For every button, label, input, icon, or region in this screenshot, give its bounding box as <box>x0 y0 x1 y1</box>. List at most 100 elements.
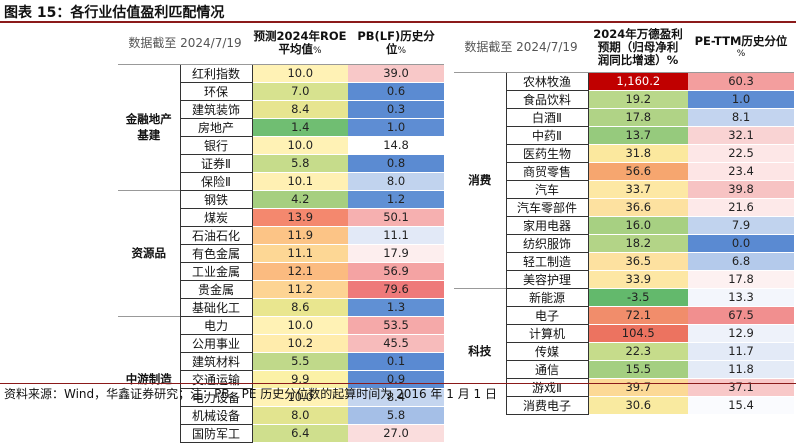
left-industry-name: 环保 <box>179 81 253 101</box>
right-value-col2: 0.0 <box>688 234 795 253</box>
left-value-col1: 10.1 <box>252 172 349 191</box>
right-valuation-table: 数据截至 2024/7/19 2024年万德盈利 预期（归母净利 润同比增速）%… <box>454 24 795 415</box>
right-industry-name: 消费电子 <box>505 395 589 415</box>
left-group-label: 资源品 <box>118 189 180 316</box>
right-industry-name: 汽车零部件 <box>505 197 589 217</box>
left-value-col2: 0.3 <box>348 100 445 119</box>
right-value-col2: 8.1 <box>688 108 795 127</box>
left-valuation-table: 数据截至 2024/7/19 预测2024年ROE 平均值% PB(LF)历史分… <box>118 24 445 443</box>
left-industry-name: 红利指数 <box>179 63 253 83</box>
left-table-row: 房地产 1.4 1.0 <box>118 117 445 137</box>
right-industry-name: 纺织服饰 <box>505 233 589 253</box>
left-value-col1: 8.4 <box>252 100 349 119</box>
right-value-col1: 39.7 <box>588 378 689 397</box>
right-value-col2: 6.8 <box>688 252 795 271</box>
left-industry-name: 石油石化 <box>179 225 253 245</box>
right-value-col1: 72.1 <box>588 306 689 325</box>
right-table-row: 计算机 104.5 12.9 <box>454 323 795 343</box>
left-value-col2: 1.2 <box>348 189 445 209</box>
left-industry-name: 建筑装饰 <box>179 99 253 119</box>
right-table-row: 美容护理 33.9 17.8 <box>454 269 795 289</box>
left-value-col1: 7.0 <box>252 82 349 101</box>
left-value-col1: 5.8 <box>252 154 349 173</box>
right-industry-name: 汽车 <box>505 179 589 199</box>
left-value-col2: 8.0 <box>348 172 445 191</box>
left-group-label: 金融地产 基建 <box>125 112 172 142</box>
left-value-col1: 8.0 <box>252 406 349 425</box>
left-value-col2: 27.0 <box>348 424 445 443</box>
source-note: 资料来源：Wind，华鑫证券研究；注：PB、PE 历史分位数的起算时间为 201… <box>4 387 497 401</box>
left-value-col1: 11.9 <box>252 226 349 245</box>
left-value-col1: 11.2 <box>252 280 349 299</box>
left-table-row: 煤炭 13.9 50.1 <box>118 207 445 227</box>
left-industry-name: 证券Ⅱ <box>179 153 253 173</box>
left-value-col2: 39.0 <box>348 64 445 83</box>
left-value-col2: 50.1 <box>348 208 445 227</box>
left-value-col2: 5.8 <box>348 406 445 425</box>
left-value-col1: 5.5 <box>252 352 349 371</box>
left-value-col2: 45.5 <box>348 334 445 353</box>
left-value-col2: 79.6 <box>348 280 445 299</box>
left-industry-name: 保险Ⅱ <box>179 171 253 191</box>
right-value-col1: 30.6 <box>588 396 689 415</box>
right-value-col2: 11.8 <box>688 360 795 379</box>
right-value-col1: 31.8 <box>588 144 689 163</box>
right-value-col1: 36.6 <box>588 198 689 217</box>
right-value-col2: 32.1 <box>688 126 795 145</box>
left-industry-name: 有色金属 <box>179 243 253 263</box>
left-value-col1: 13.9 <box>252 208 349 227</box>
right-value-col2: 67.5 <box>688 306 795 325</box>
left-industry-name: 机械设备 <box>179 405 253 425</box>
left-industry-name: 房地产 <box>179 117 253 137</box>
left-group-label: 中游制造 <box>118 315 180 442</box>
right-group-label: 科技 <box>454 287 506 414</box>
left-value-col1: 4.2 <box>252 189 349 209</box>
footer-divider <box>0 383 796 384</box>
right-date-label: 数据截至 2024/7/19 <box>454 24 589 73</box>
right-industry-name: 新能源 <box>505 287 589 307</box>
left-table-row: 公用事业 10.2 45.5 <box>118 333 445 353</box>
right-value-col1: 33.7 <box>588 180 689 199</box>
left-industry-name: 建筑材料 <box>179 351 253 371</box>
left-value-col1: 10.0 <box>252 64 349 83</box>
left-industry-name: 工业金属 <box>179 261 253 281</box>
right-industry-name: 传媒 <box>505 341 589 361</box>
right-table-row: 商贸零售 56.6 23.4 <box>454 161 795 181</box>
figure-title: 图表 15：各行业估值盈利匹配情况 <box>4 5 225 21</box>
right-value-col2: 13.3 <box>688 287 795 307</box>
left-value-col1: 10.0 <box>252 315 349 335</box>
left-value-col1: 8.6 <box>252 298 349 317</box>
left-table-row: 金融地产 基建 红利指数 10.0 39.0 <box>118 63 445 142</box>
right-value-col1: 22.3 <box>588 342 689 361</box>
right-value-col2: 1.0 <box>688 90 795 109</box>
right-industry-name: 食品饮料 <box>505 89 589 109</box>
left-table-row: 证券Ⅱ 5.8 0.8 <box>118 153 445 173</box>
left-industry-name: 银行 <box>179 135 253 155</box>
left-table-row: 中游制造 电力 10.0 53.5 <box>118 315 445 442</box>
right-value-col2: 60.3 <box>688 72 795 91</box>
left-industry-name: 公用事业 <box>179 333 253 353</box>
left-table-row: 环保 7.0 0.6 <box>118 81 445 101</box>
right-value-col2: 21.6 <box>688 198 795 217</box>
right-table-row: 纺织服饰 18.2 0.0 <box>454 233 795 253</box>
left-col2-header: PB(LF)历史分位% <box>348 24 445 65</box>
left-value-col1: 12.1 <box>252 262 349 281</box>
right-industry-name: 家用电器 <box>505 215 589 235</box>
right-value-col2: 17.8 <box>688 270 795 289</box>
right-value-col1: 56.6 <box>588 162 689 181</box>
right-value-col1: 33.9 <box>588 270 689 289</box>
right-table-row: 汽车 33.7 39.8 <box>454 179 795 199</box>
title-divider <box>0 21 796 23</box>
left-value-col1: 11.1 <box>252 244 349 263</box>
left-table-row: 保险Ⅱ 10.1 8.0 <box>118 171 445 191</box>
right-industry-name: 电子 <box>505 305 589 325</box>
right-table-row: 医药生物 31.8 22.5 <box>454 143 795 163</box>
left-table-row: 基础化工 8.6 1.3 <box>118 297 445 317</box>
left-table-row: 资源品 钢铁 4.2 1.2 <box>118 189 445 316</box>
left-value-col1: 10.0 <box>252 136 349 155</box>
right-value-col1: 1,160.2 <box>588 72 689 91</box>
left-value-col2: 1.0 <box>348 118 445 137</box>
left-industry-name: 基础化工 <box>179 297 253 317</box>
right-industry-name: 商贸零售 <box>505 161 589 181</box>
right-value-col2: 11.7 <box>688 342 795 361</box>
